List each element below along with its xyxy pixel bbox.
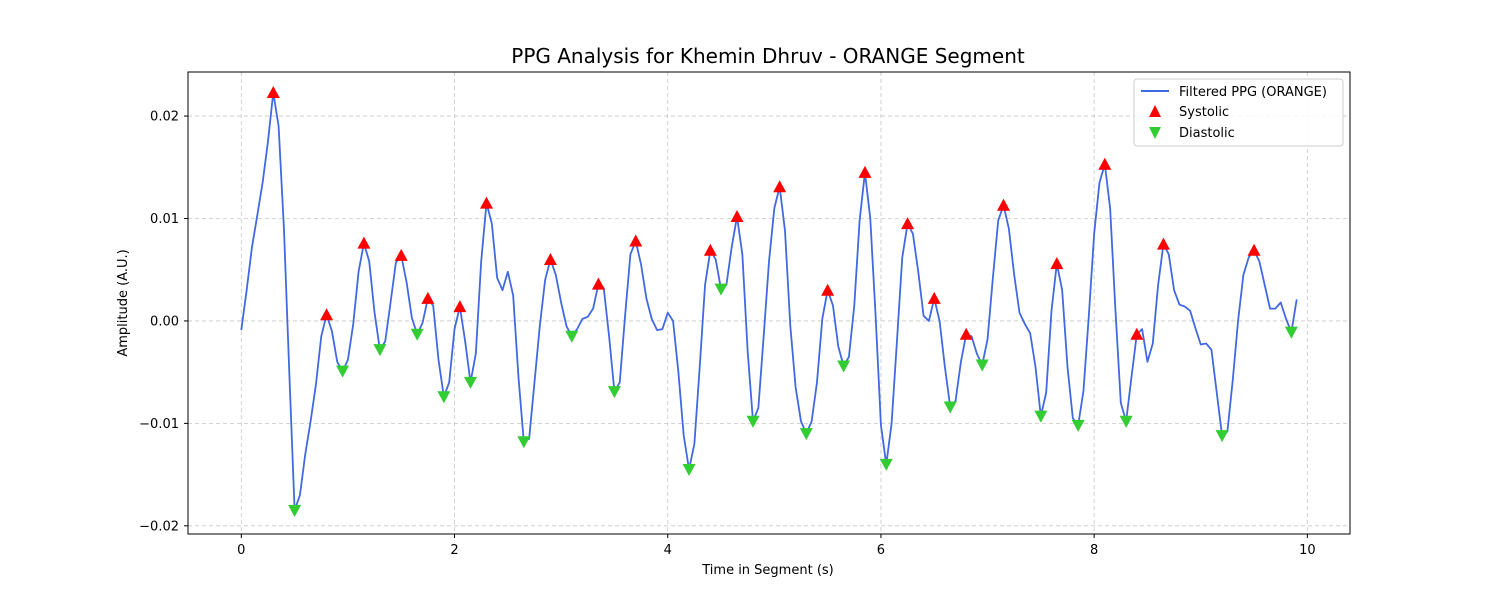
diastolic-marker [975, 359, 989, 372]
systolic-marker [959, 327, 973, 340]
x-tick-label: 2 [450, 543, 458, 558]
diastolic-marker [565, 330, 579, 343]
systolic-marker [821, 283, 835, 296]
diastolic-marker [410, 328, 424, 341]
legend-diastolic-marker [1149, 127, 1161, 139]
x-tick-label: 0 [237, 543, 245, 558]
diastolic-marker [288, 504, 302, 517]
y-tick-label: −0.02 [139, 519, 179, 534]
legend-label-systolic: Systolic [1179, 105, 1229, 120]
y-axis-label: Amplitude (A.U.) [116, 249, 131, 356]
systolic-marker [357, 236, 371, 249]
systolic-marker [421, 291, 435, 304]
diastolic-marker [682, 463, 696, 476]
legend-label-diastolic: Diastolic [1179, 126, 1235, 141]
diastolic-marker [746, 415, 760, 428]
series-line-filtered-ppg [240, 91, 1298, 512]
diastolic-marker [517, 436, 531, 449]
systolic-marker [453, 300, 467, 313]
systolic-marker [629, 234, 643, 247]
chart-title: PPG Analysis for Khemin Dhruv - ORANGE S… [511, 44, 1025, 68]
diastolic-marker [837, 360, 851, 373]
diastolic-marker [799, 428, 813, 441]
systolic-marker [591, 277, 605, 290]
diastolic-marker [1034, 410, 1048, 423]
systolic-marker [1247, 243, 1261, 256]
diastolic-marker [336, 365, 350, 378]
systolic-marker [773, 180, 787, 193]
diastolic-marker [1119, 415, 1133, 428]
systolic-marker [703, 243, 717, 256]
systolic-marker [1098, 157, 1112, 170]
diastolic-marker [1284, 326, 1298, 339]
x-tick-label: 4 [664, 543, 672, 558]
systolic-marker [266, 85, 280, 99]
systolic-marker [927, 291, 941, 304]
y-tick-label: 0.00 [150, 314, 179, 329]
y-tick-label: 0.02 [150, 110, 179, 125]
legend-label-filtered: Filtered PPG (ORANGE) [1179, 85, 1327, 100]
diastolic-marker [714, 283, 728, 296]
x-tick-label: 8 [1090, 543, 1098, 558]
x-tick-label: 10 [1299, 543, 1316, 558]
diastolic-marker [943, 401, 957, 414]
plot-frame [187, 71, 1351, 535]
diastolic-marker [373, 344, 387, 357]
systolic-marker [730, 209, 744, 222]
diastolic-marker [1215, 430, 1229, 443]
plot-area [240, 85, 1298, 517]
legend-box [1133, 78, 1344, 147]
systolic-marker [1156, 237, 1170, 250]
diastolic-marker [437, 391, 451, 404]
legend-systolic-marker [1149, 105, 1161, 117]
axis-ticks: 0 2 4 6 8 10 −0.02 −0.01 0.00 0.01 0.02 [139, 110, 1315, 558]
y-tick-label: 0.01 [150, 212, 179, 227]
diastolic-marker [607, 386, 621, 399]
y-tick-label: −0.01 [139, 417, 179, 432]
systolic-marker [901, 217, 915, 230]
diastolic-marker [879, 458, 893, 471]
systolic-marker [479, 196, 493, 209]
systolic-marker [394, 248, 408, 261]
systolic-marker [858, 165, 872, 178]
legend: Filtered PPG (ORANGE) Systolic Diastolic [1133, 78, 1344, 147]
systolic-marker [1050, 257, 1064, 270]
systolic-marker [1130, 327, 1144, 340]
diastolic-marker [464, 376, 478, 389]
systolic-marker [997, 198, 1011, 211]
systolic-marker [320, 308, 334, 321]
diastolic-marker [1071, 419, 1085, 432]
systolic-marker [543, 252, 557, 265]
x-axis-label: Time in Segment (s) [701, 563, 833, 578]
x-tick-label: 6 [877, 543, 885, 558]
